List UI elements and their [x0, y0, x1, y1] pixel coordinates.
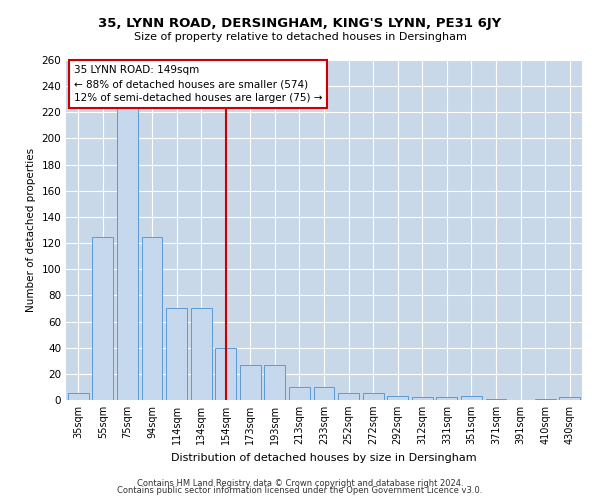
- Bar: [362, 394, 383, 400]
- Bar: [485, 398, 506, 400]
- X-axis label: Distribution of detached houses by size in Dersingham: Distribution of detached houses by size …: [171, 452, 477, 462]
- Bar: [387, 396, 408, 400]
- Bar: [412, 398, 433, 400]
- Bar: [559, 398, 580, 400]
- Bar: [92, 236, 113, 400]
- Bar: [166, 308, 187, 400]
- Bar: [215, 348, 236, 400]
- Text: Contains public sector information licensed under the Open Government Licence v3: Contains public sector information licen…: [118, 486, 482, 495]
- Bar: [461, 396, 482, 400]
- Bar: [68, 394, 89, 400]
- Bar: [117, 99, 138, 400]
- Text: 35 LYNN ROAD: 149sqm
← 88% of detached houses are smaller (574)
12% of semi-deta: 35 LYNN ROAD: 149sqm ← 88% of detached h…: [74, 65, 322, 103]
- Bar: [265, 364, 286, 400]
- Bar: [142, 236, 163, 400]
- Bar: [191, 308, 212, 400]
- Bar: [436, 398, 457, 400]
- Text: Size of property relative to detached houses in Dersingham: Size of property relative to detached ho…: [134, 32, 466, 42]
- Bar: [240, 364, 261, 400]
- Bar: [289, 387, 310, 400]
- Text: 35, LYNN ROAD, DERSINGHAM, KING'S LYNN, PE31 6JY: 35, LYNN ROAD, DERSINGHAM, KING'S LYNN, …: [98, 18, 502, 30]
- Text: Contains HM Land Registry data © Crown copyright and database right 2024.: Contains HM Land Registry data © Crown c…: [137, 478, 463, 488]
- Bar: [338, 394, 359, 400]
- Bar: [314, 387, 334, 400]
- Y-axis label: Number of detached properties: Number of detached properties: [26, 148, 36, 312]
- Bar: [535, 398, 556, 400]
